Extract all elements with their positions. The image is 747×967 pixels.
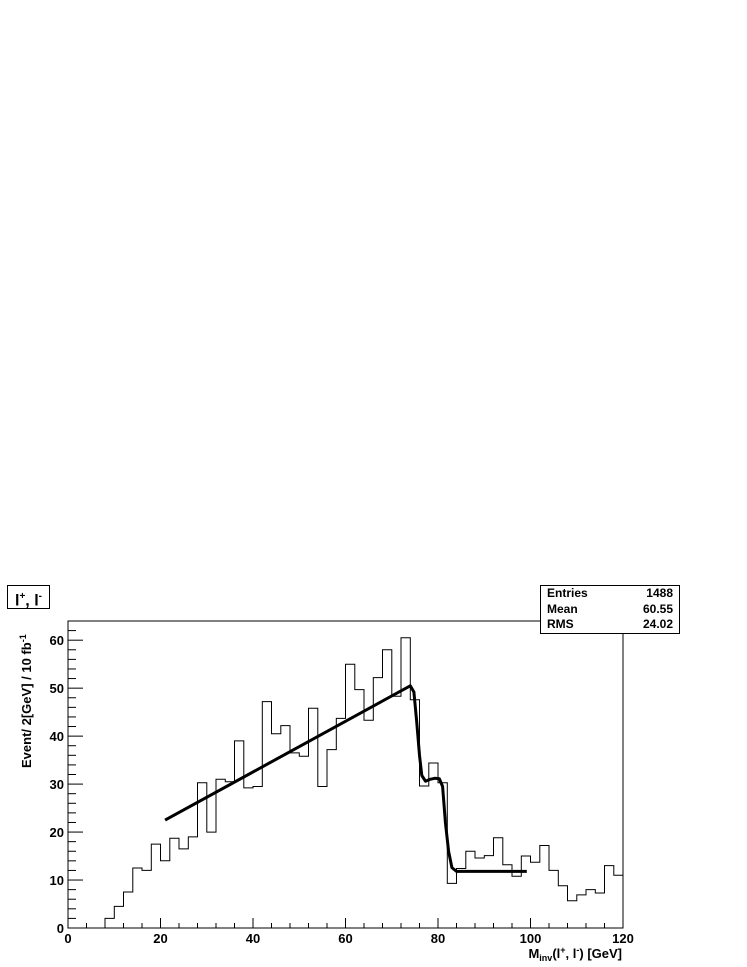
y-tick-label: 0	[57, 921, 64, 936]
stats-row-mean: Mean 60.55	[541, 602, 679, 618]
x-axis: 0 20 40 60 80 100 120	[64, 918, 634, 946]
x-axis-label: Minv(l+, l-) [GeV]	[528, 945, 622, 963]
x-tick-label: 0	[64, 931, 71, 946]
x-tick-label: 100	[520, 931, 542, 946]
x-tick-label: 40	[246, 931, 260, 946]
stats-row-rms: RMS 24.02	[541, 617, 679, 633]
chart-title: l+, l-	[7, 585, 50, 609]
stats-label: RMS	[547, 617, 574, 631]
y-tick-label: 50	[50, 681, 64, 696]
y-axis-label: Event/ 2[GeV] / 10 fb-1	[18, 634, 34, 768]
histogram-line	[68, 637, 623, 929]
stats-box: Entries 1488 Mean 60.55 RMS 24.02	[540, 585, 680, 634]
stats-value: 24.02	[642, 617, 673, 631]
stats-value: 60.55	[642, 601, 673, 616]
stats-label: Entries	[547, 586, 588, 600]
y-tick-label: 40	[50, 729, 64, 744]
fit-curve	[164, 684, 527, 873]
stats-value: 1488	[646, 586, 673, 600]
y-tick-label: 20	[50, 825, 64, 840]
x-tick-label: 120	[612, 931, 634, 946]
stats-row-entries: Entries 1488	[541, 586, 679, 602]
x-tick-label: 60	[338, 931, 352, 946]
x-tick-label: 20	[153, 931, 167, 946]
y-tick-label: 10	[50, 873, 64, 888]
stats-label: Mean	[547, 601, 578, 616]
y-tick-label: 60	[50, 633, 64, 648]
x-tick-label: 80	[431, 931, 445, 946]
y-tick-label: 30	[50, 777, 64, 792]
y-axis: 0 10 20 30 40 50 60	[50, 620, 83, 936]
